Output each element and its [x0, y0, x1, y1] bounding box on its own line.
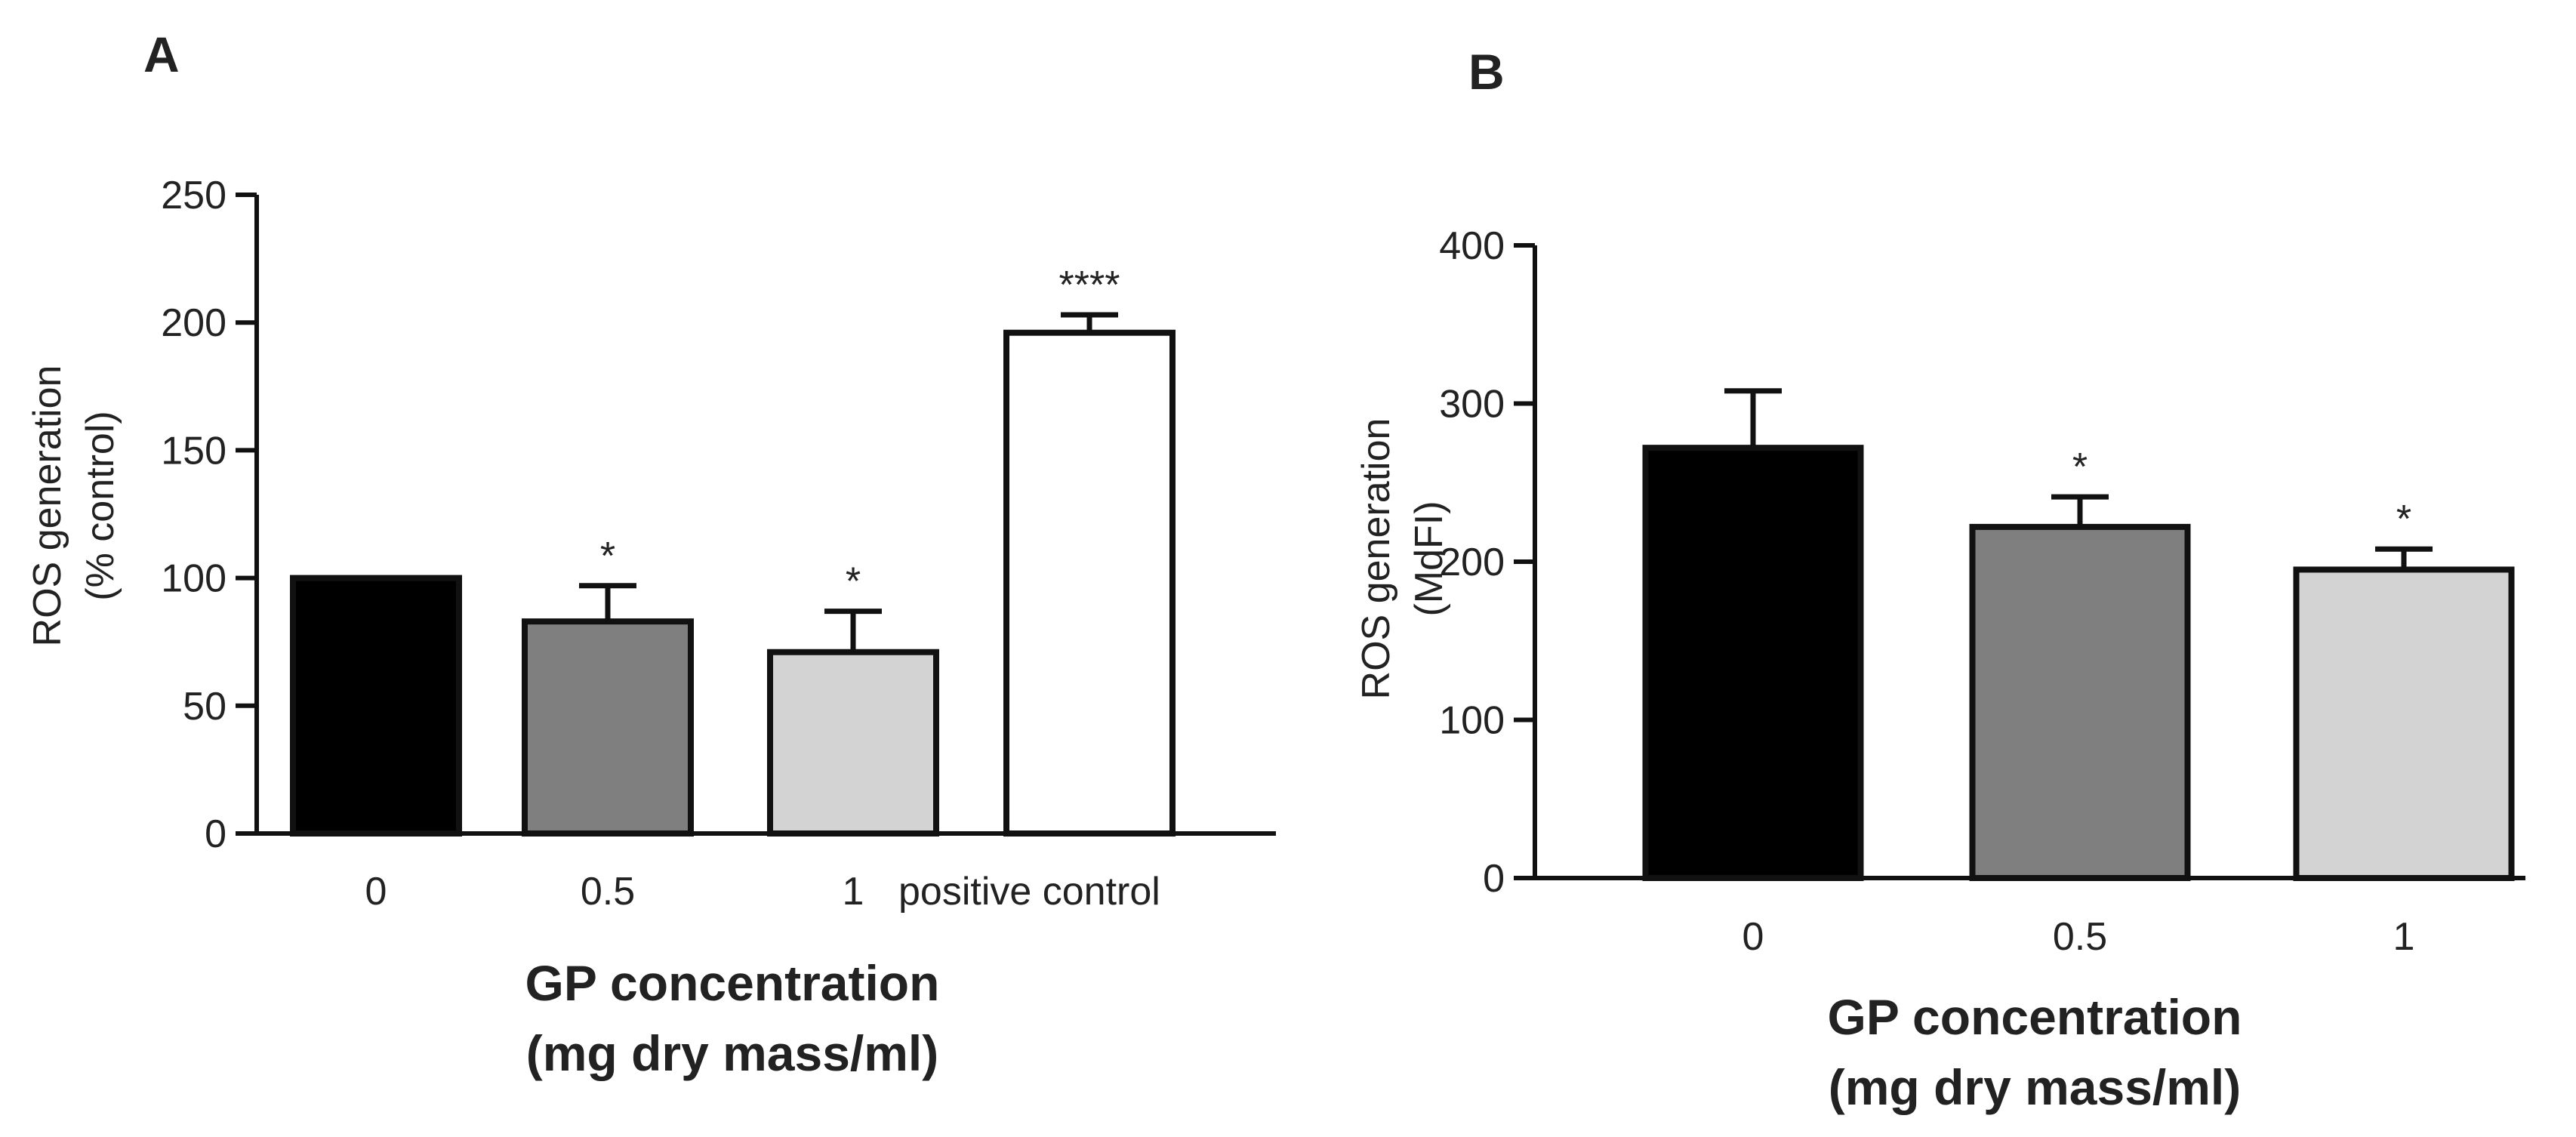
panel-a-y-axis-title-line2: (% control): [79, 411, 122, 600]
panel-a-significance-marker: ****: [1059, 263, 1120, 307]
panel-a-x-tick-label: 0: [365, 870, 387, 914]
panel-a-x-axis-title-line1: GP concentration: [525, 955, 940, 1011]
panel-a-y-tick-label: 200: [161, 301, 226, 345]
panel-b-x-axis-title-line1: GP concentration: [1828, 989, 2242, 1045]
panel-a-significance-marker: *: [600, 535, 615, 578]
panel-a-y-axis-title-line1: ROS generation: [26, 365, 69, 647]
panel-a-bar: [1003, 329, 1176, 837]
panel-b-y-tick-label: 300: [1439, 383, 1505, 427]
panel-a-letter: A: [143, 26, 180, 82]
panel-a-x-tick-label: 1: [843, 870, 864, 914]
panel-b-x-tick-label: 1: [2393, 915, 2415, 959]
panel-a: A ROS generation (% control) GP concentr…: [26, 26, 1276, 1081]
panel-a-bar: [522, 618, 694, 837]
panel-a-bar: [290, 575, 462, 837]
panel-b-letter: B: [1468, 44, 1505, 100]
panel-b-significance-marker: *: [2396, 498, 2411, 541]
panel-a-y-tick-label: 250: [161, 174, 226, 217]
panel-a-y-tick-label: 0: [205, 812, 226, 856]
panel-a-y-tick-label: 100: [161, 557, 226, 601]
panel-b-x-tick-label: 0.5: [2053, 915, 2107, 959]
panel-b-bar: [1969, 523, 2191, 881]
panel-b-y-axis-title-line1: ROS generation: [1354, 418, 1398, 700]
panel-b-y-tick-label: 100: [1439, 699, 1505, 743]
panel-b: B ROS generation (MdFI) GP concentration…: [1354, 44, 2525, 1115]
panel-b-x-tick-label: 0: [1742, 915, 1764, 959]
panel-a-plot: 0 50 100 150 200 250 0 * 0.5 * 1 **** positive contr…: [161, 174, 1276, 914]
panel-a-significance-marker: *: [846, 560, 861, 604]
panel-a-y-tick-label: 150: [161, 429, 226, 473]
panel-b-y-tick-label: 400: [1439, 224, 1505, 268]
panel-b-plot: 0 100 200 300 400 0 * 0.5 * 1: [1439, 224, 2525, 959]
panel-a-x-tick-label: 0.5: [581, 870, 635, 914]
panel-a-x-tick-label: positive control: [898, 870, 1160, 914]
panel-b-y-tick-label: 0: [1483, 857, 1505, 901]
panel-b-x-axis-title-line2: (mg dry mass/ml): [1829, 1059, 2242, 1115]
panel-a-y-tick-label: 50: [183, 685, 226, 729]
panel-a-bar: [767, 649, 939, 837]
panel-b-y-tick-label: 200: [1439, 541, 1505, 584]
panel-b-y-axis-title-line2: (MdFI): [1407, 501, 1451, 616]
panel-b-bar: [1642, 445, 1864, 881]
panel-b-significance-marker: *: [2072, 445, 2088, 489]
panel-b-bar: [2293, 566, 2515, 881]
panel-a-x-axis-title-line2: (mg dry mass/ml): [526, 1025, 939, 1081]
